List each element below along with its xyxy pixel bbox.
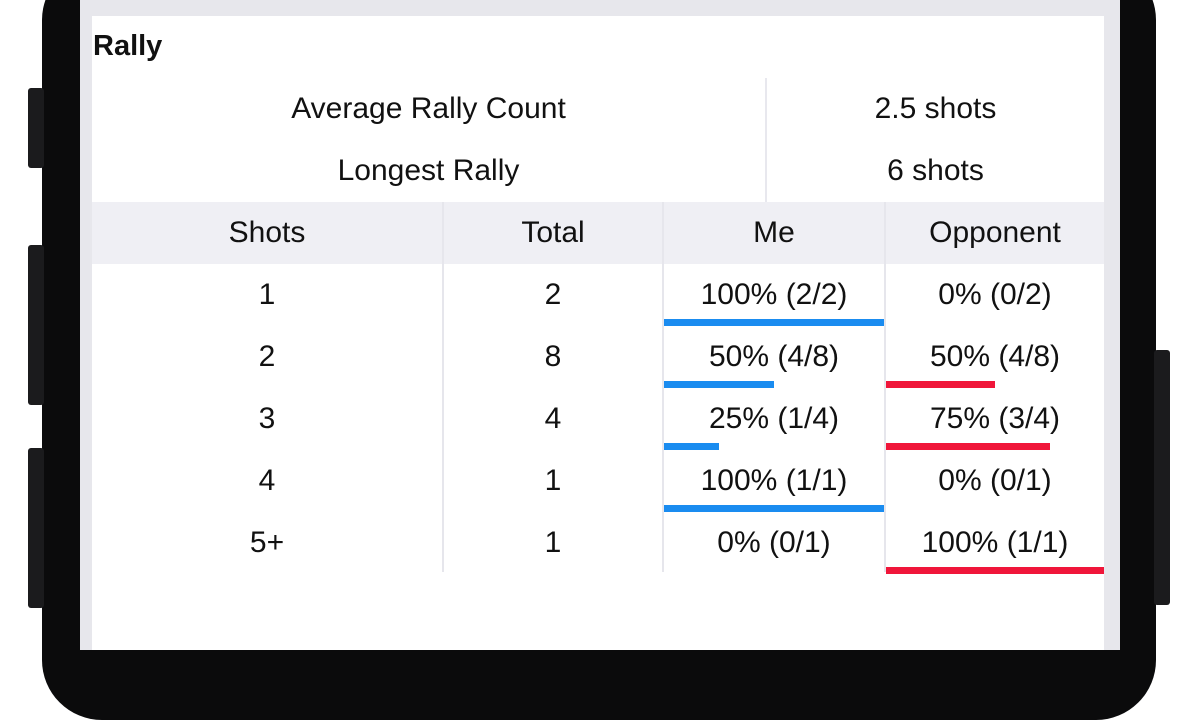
volume-up-button — [28, 245, 44, 405]
cell-me: 25% (1/4) — [708, 402, 840, 435]
cell-opponent: 0% (0/1) — [938, 464, 1052, 497]
side-power-button — [1154, 350, 1170, 605]
me-percentage-bar — [664, 319, 884, 326]
summary-value-longest-rally: 6 shots — [887, 154, 984, 187]
header-total: Total — [521, 216, 585, 249]
opponent-percentage-bar — [886, 567, 1104, 574]
cell-shots: 1 — [258, 278, 276, 311]
me-percentage-bar — [664, 505, 884, 512]
cell-opponent: 0% (0/2) — [938, 278, 1052, 311]
summary-divider — [765, 78, 767, 202]
cell-total: 4 — [544, 402, 562, 435]
header-shots: Shots — [228, 216, 306, 249]
header-me: Me — [753, 216, 795, 249]
me-percentage-bar — [664, 443, 719, 450]
cell-shots: 4 — [258, 464, 276, 497]
mute-switch — [28, 88, 44, 168]
cell-total: 1 — [544, 464, 562, 497]
table-row: 5+ 1 0% (0/1) 100% (1/1) — [92, 512, 1104, 574]
cell-me: 0% (0/1) — [717, 526, 831, 559]
table-row: 1 2 100% (2/2) 0% (0/2) — [92, 264, 1104, 326]
rally-stats-card: Rally Average Rally Count 2.5 shots Long… — [92, 16, 1104, 650]
phone-screen: Rally Average Rally Count 2.5 shots Long… — [80, 0, 1120, 650]
volume-down-button — [28, 448, 44, 608]
section-title: Rally — [93, 30, 163, 62]
cell-total: 8 — [544, 340, 562, 373]
cell-opponent: 100% (1/1) — [921, 526, 1069, 559]
column-divider — [442, 202, 444, 572]
cell-opponent: 50% (4/8) — [929, 340, 1061, 373]
cell-me: 50% (4/8) — [708, 340, 840, 373]
summary-label-average-rally: Average Rally Count — [291, 92, 566, 125]
opponent-percentage-bar — [886, 443, 1050, 450]
cell-me: 100% (2/2) — [700, 278, 848, 311]
cell-shots: 2 — [258, 340, 276, 373]
column-divider — [884, 202, 886, 572]
cell-shots: 3 — [258, 402, 276, 435]
table-row: 4 1 100% (1/1) 0% (0/1) — [92, 450, 1104, 512]
cell-opponent: 75% (3/4) — [929, 402, 1061, 435]
summary-label-longest-rally: Longest Rally — [337, 154, 520, 187]
column-divider — [662, 202, 664, 572]
cell-total: 1 — [544, 526, 562, 559]
rally-summary: Average Rally Count 2.5 shots Longest Ra… — [92, 78, 1104, 202]
cell-total: 2 — [544, 278, 562, 311]
table-row: 2 8 50% (4/8) 50% (4/8) — [92, 326, 1104, 388]
summary-value-average-rally: 2.5 shots — [874, 92, 997, 125]
table-row: 3 4 25% (1/4) 75% (3/4) — [92, 388, 1104, 450]
cell-me: 100% (1/1) — [700, 464, 848, 497]
cell-shots: 5+ — [249, 526, 285, 559]
opponent-percentage-bar — [886, 381, 995, 388]
header-opponent: Opponent — [929, 216, 1061, 249]
me-percentage-bar — [664, 381, 774, 388]
table-header: Shots Total Me Opponent — [92, 202, 1104, 264]
